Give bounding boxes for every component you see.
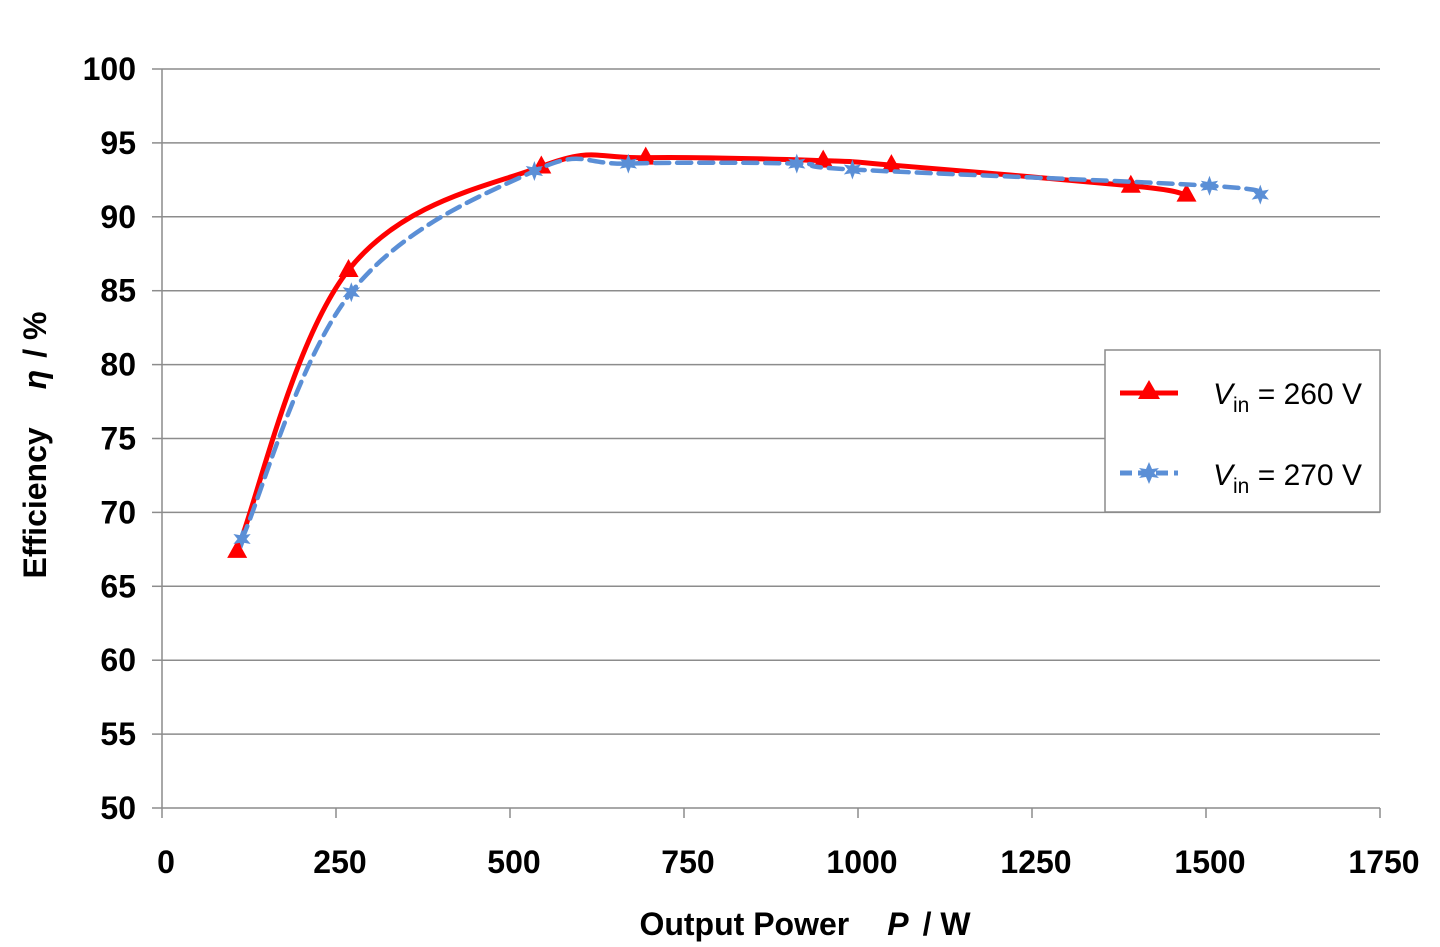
legend-box (1104, 349, 1381, 513)
legend-label-270-v: V (1213, 459, 1236, 492)
data-point (1176, 183, 1197, 202)
y-tick-label: 60 (100, 642, 136, 678)
y-tick-label: 80 (100, 347, 136, 383)
y-tick-label: 55 (100, 716, 136, 752)
y-tick-label: 65 (100, 568, 136, 604)
series-0 (227, 146, 1197, 558)
y-tick-label: 95 (100, 125, 136, 161)
series-1 (233, 153, 1269, 549)
data-point (233, 529, 251, 549)
data-point (843, 159, 862, 180)
x-tick-label: 1750 (1348, 844, 1419, 880)
y-tick-label: 100 (83, 51, 136, 87)
x-axis-title-unit: / W (923, 906, 972, 942)
data-point (338, 259, 359, 278)
x-axis-title-main: Output Power (639, 906, 849, 942)
x-tick-labels: 0 250 500 750 1000 1250 1500 1750 (157, 844, 1419, 880)
legend-label-270-sub: in (1233, 475, 1249, 498)
y-tick-label: 90 (100, 199, 136, 235)
x-tick-label: 750 (661, 844, 714, 880)
data-point (227, 539, 248, 558)
legend-label-260-sub: in (1233, 394, 1249, 417)
legend-label-270-rest: = 270 V (1249, 459, 1362, 492)
x-tick-label: 250 (313, 844, 366, 880)
y-tick-label: 70 (100, 494, 136, 530)
y-tick-labels: 50 55 60 65 70 75 80 85 90 95 100 (83, 51, 136, 826)
legend-label-260-rest: = 260 V (1249, 378, 1362, 411)
data-point (525, 161, 543, 181)
y-tick-label: 85 (100, 273, 136, 309)
legend-label-260: Vin = 260 V (1213, 378, 1362, 417)
legend-label-270: Vin = 270 V (1213, 459, 1362, 498)
x-tick-label: 1500 (1174, 844, 1245, 880)
x-tick-label: 1000 (826, 844, 897, 880)
data-point (788, 153, 806, 174)
legend-marker-270 (1139, 462, 1159, 484)
y-axis-title-symbol: η (17, 370, 53, 390)
x-axis-title: Output Power P / W (639, 906, 971, 942)
data-point (881, 154, 902, 173)
legend-label-260-v: V (1213, 378, 1236, 411)
data-point (619, 153, 637, 174)
legend: Vin = 260 V Vin = 270 V (1104, 349, 1381, 513)
y-tick-label: 75 (100, 421, 136, 457)
legend-item-270: Vin = 270 V (1120, 459, 1362, 498)
data-point (1120, 174, 1141, 193)
data-point (1251, 184, 1269, 205)
y-axis-title-main: Efficiency (17, 427, 53, 578)
series-group (227, 146, 1269, 558)
axes (152, 68, 1381, 818)
gridlines (162, 68, 1380, 735)
y-axis-title-unit: / % (17, 312, 53, 358)
legend-item-260: Vin = 260 V (1120, 378, 1362, 417)
data-point (635, 146, 656, 165)
data-point (813, 149, 834, 168)
y-tick-label: 50 (100, 790, 136, 826)
data-point (342, 282, 360, 303)
x-axis-title-symbol: P (887, 906, 909, 942)
series-line (234, 152, 1190, 554)
y-axis-title: Efficiency η / % (17, 312, 53, 579)
legend-marker-260 (1138, 380, 1160, 399)
x-tick-label: 0 (157, 844, 175, 880)
x-tick-label: 500 (487, 844, 540, 880)
data-point (1200, 175, 1219, 196)
x-tick-label: 1250 (1000, 844, 1071, 880)
